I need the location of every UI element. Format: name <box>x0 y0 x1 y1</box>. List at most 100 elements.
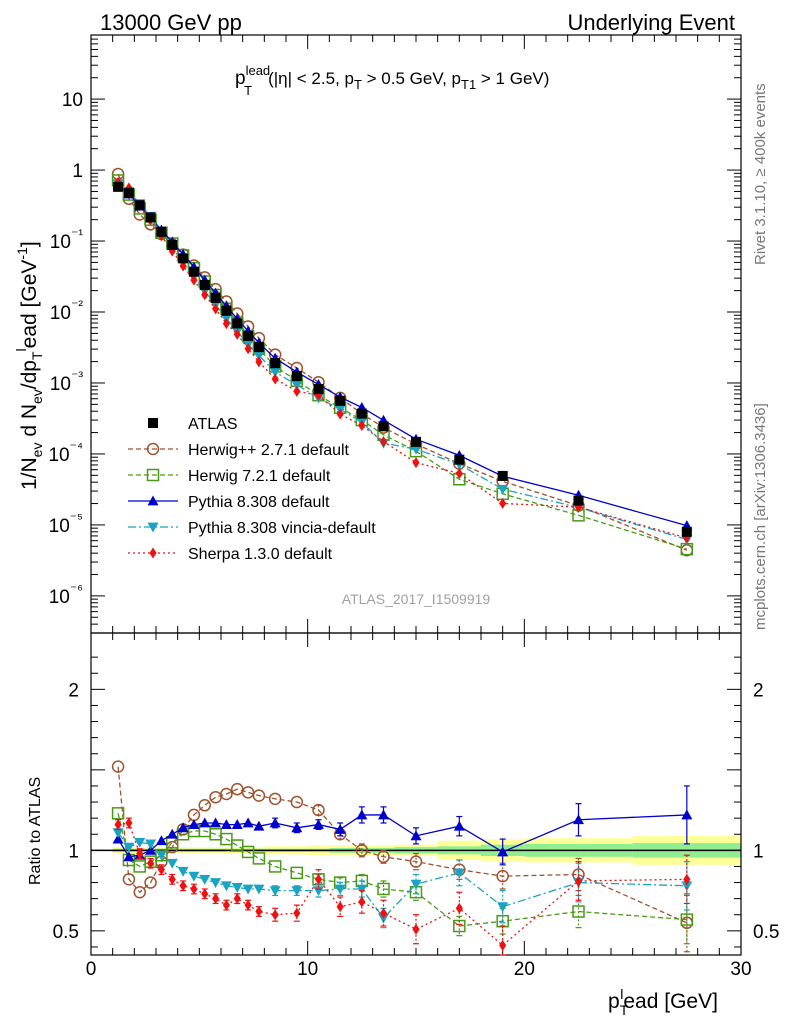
series-marker-ratio <box>290 866 304 880</box>
series-marker-ratio <box>271 909 279 921</box>
ratio-y-tick-label: 1 <box>68 841 79 862</box>
series-marker-ratio <box>190 883 198 895</box>
series-marker-main <box>410 444 422 455</box>
series-marker-ratio <box>125 817 133 829</box>
series-marker-ratio <box>199 817 211 828</box>
legend-marker <box>147 495 159 506</box>
legend-label: Herwig 7.2.1 default <box>188 468 331 485</box>
series-marker-ratio <box>201 888 209 900</box>
series-marker-ratio <box>409 855 423 868</box>
series-marker-main <box>293 385 301 397</box>
x-tick-label: 10 <box>297 959 318 980</box>
series-marker-ratio <box>334 823 346 834</box>
series-marker-ratio <box>572 905 585 918</box>
series-marker-ratio <box>252 789 266 802</box>
series-marker-ratio <box>244 899 252 911</box>
series-marker-ratio <box>496 869 509 883</box>
series-marker-main <box>190 274 198 286</box>
series-marker-ratio <box>114 819 122 831</box>
series-marker-main <box>412 457 420 469</box>
series-marker-ratio <box>220 787 233 801</box>
series-marker-ratio <box>453 820 465 831</box>
series-marker-ratio <box>222 899 230 911</box>
series-marker-ratio <box>210 878 222 889</box>
series-marker-ratio <box>199 874 211 885</box>
series-marker-main <box>255 356 263 368</box>
series-marker-ratio <box>293 907 301 919</box>
series-marker-ratio <box>112 828 124 839</box>
series-marker-main <box>358 420 366 432</box>
x-tick-label: 30 <box>730 959 751 980</box>
series-marker-ratio <box>290 795 304 809</box>
header-left: 13000 GeV pp <box>100 10 242 35</box>
series-marker-ratio <box>144 876 157 889</box>
data-point <box>497 470 508 481</box>
series-marker-ratio <box>136 848 144 860</box>
data-point <box>253 342 264 353</box>
series-marker-ratio <box>177 822 189 833</box>
series-marker-ratio <box>379 907 388 919</box>
ratio-frame <box>90 632 742 956</box>
series-marker-main <box>233 328 241 340</box>
y-tick-label: 10 <box>62 90 83 111</box>
series-marker-ratio <box>336 901 344 913</box>
series-marker-ratio <box>253 884 265 895</box>
series-marker-ratio <box>220 832 233 846</box>
series-marker-ratio <box>455 902 463 914</box>
ratio-y-tick-label-right: 2 <box>753 680 764 701</box>
main-panel: 10 1 10⁻¹ 10⁻² 10⁻³ 10⁻⁴ 10⁻⁵ 10⁻⁶ <box>48 34 742 955</box>
series-marker-main <box>212 303 220 315</box>
series-marker-main <box>269 367 281 378</box>
series-marker-ratio <box>683 873 691 885</box>
series-marker-main <box>336 408 344 420</box>
x-tick-label: 20 <box>514 959 535 980</box>
data-point <box>356 408 367 419</box>
series-marker-ratio <box>155 835 167 846</box>
y-tick-label: 10⁻¹ <box>50 226 84 253</box>
series-marker-ratio <box>497 846 509 857</box>
data-point <box>291 371 302 382</box>
series-marker-ratio <box>453 868 465 879</box>
series-marker-ratio <box>241 786 255 799</box>
y-tick-label: 10⁻³ <box>50 368 84 395</box>
series-marker-ratio <box>111 760 125 773</box>
series-marker-ratio <box>209 790 222 804</box>
series-marker-ratio <box>231 819 243 829</box>
series-marker-ratio <box>497 902 509 913</box>
data-point <box>378 421 389 432</box>
series-marker-ratio <box>242 817 254 828</box>
series-marker-ratio <box>147 857 155 869</box>
series-marker-ratio <box>220 819 232 829</box>
series-line-main <box>117 183 688 541</box>
ratio-y-tick-label-right: 0.5 <box>753 922 779 943</box>
series-marker-ratio <box>410 879 422 890</box>
data-point <box>145 212 156 223</box>
mcplots-label: mcplots.cern.ch [arXiv:1306.3436] <box>752 403 769 630</box>
series-marker-ratio <box>179 880 187 892</box>
series-marker-ratio <box>355 844 369 857</box>
series-marker-ratio <box>255 906 263 918</box>
series-marker-main <box>222 318 230 330</box>
data-point <box>199 280 210 291</box>
data-point <box>232 318 243 329</box>
data-point <box>113 181 124 192</box>
y-tick-label: 10⁻⁵ <box>49 510 83 537</box>
chart-title: plead T(|η| < 2.5, pT > 0.5 GeV, pT1 > 1 … <box>235 63 549 98</box>
data-point <box>134 200 145 211</box>
series-marker-ratio <box>252 852 266 865</box>
y-tick-label: 1 <box>72 161 83 182</box>
series-marker-ratio <box>177 866 189 877</box>
data-point <box>178 253 189 264</box>
series-marker-ratio <box>356 884 368 895</box>
series-marker-main <box>379 436 388 448</box>
series-marker-ratio <box>231 882 243 893</box>
series-marker-ratio <box>680 913 694 926</box>
data-point <box>243 330 254 341</box>
ratio-y-tick-label-right: 1 <box>753 841 764 862</box>
legend-label: Pythia 8.308 default <box>188 494 330 511</box>
series-marker-ratio <box>358 896 366 908</box>
legend: ATLAS Herwig++ 2.7.1 default Herwig 7.2.1 … <box>128 416 376 563</box>
series-marker-ratio <box>291 886 303 897</box>
data-point <box>454 454 465 465</box>
y-tick-label: 10⁻⁶ <box>49 581 83 608</box>
